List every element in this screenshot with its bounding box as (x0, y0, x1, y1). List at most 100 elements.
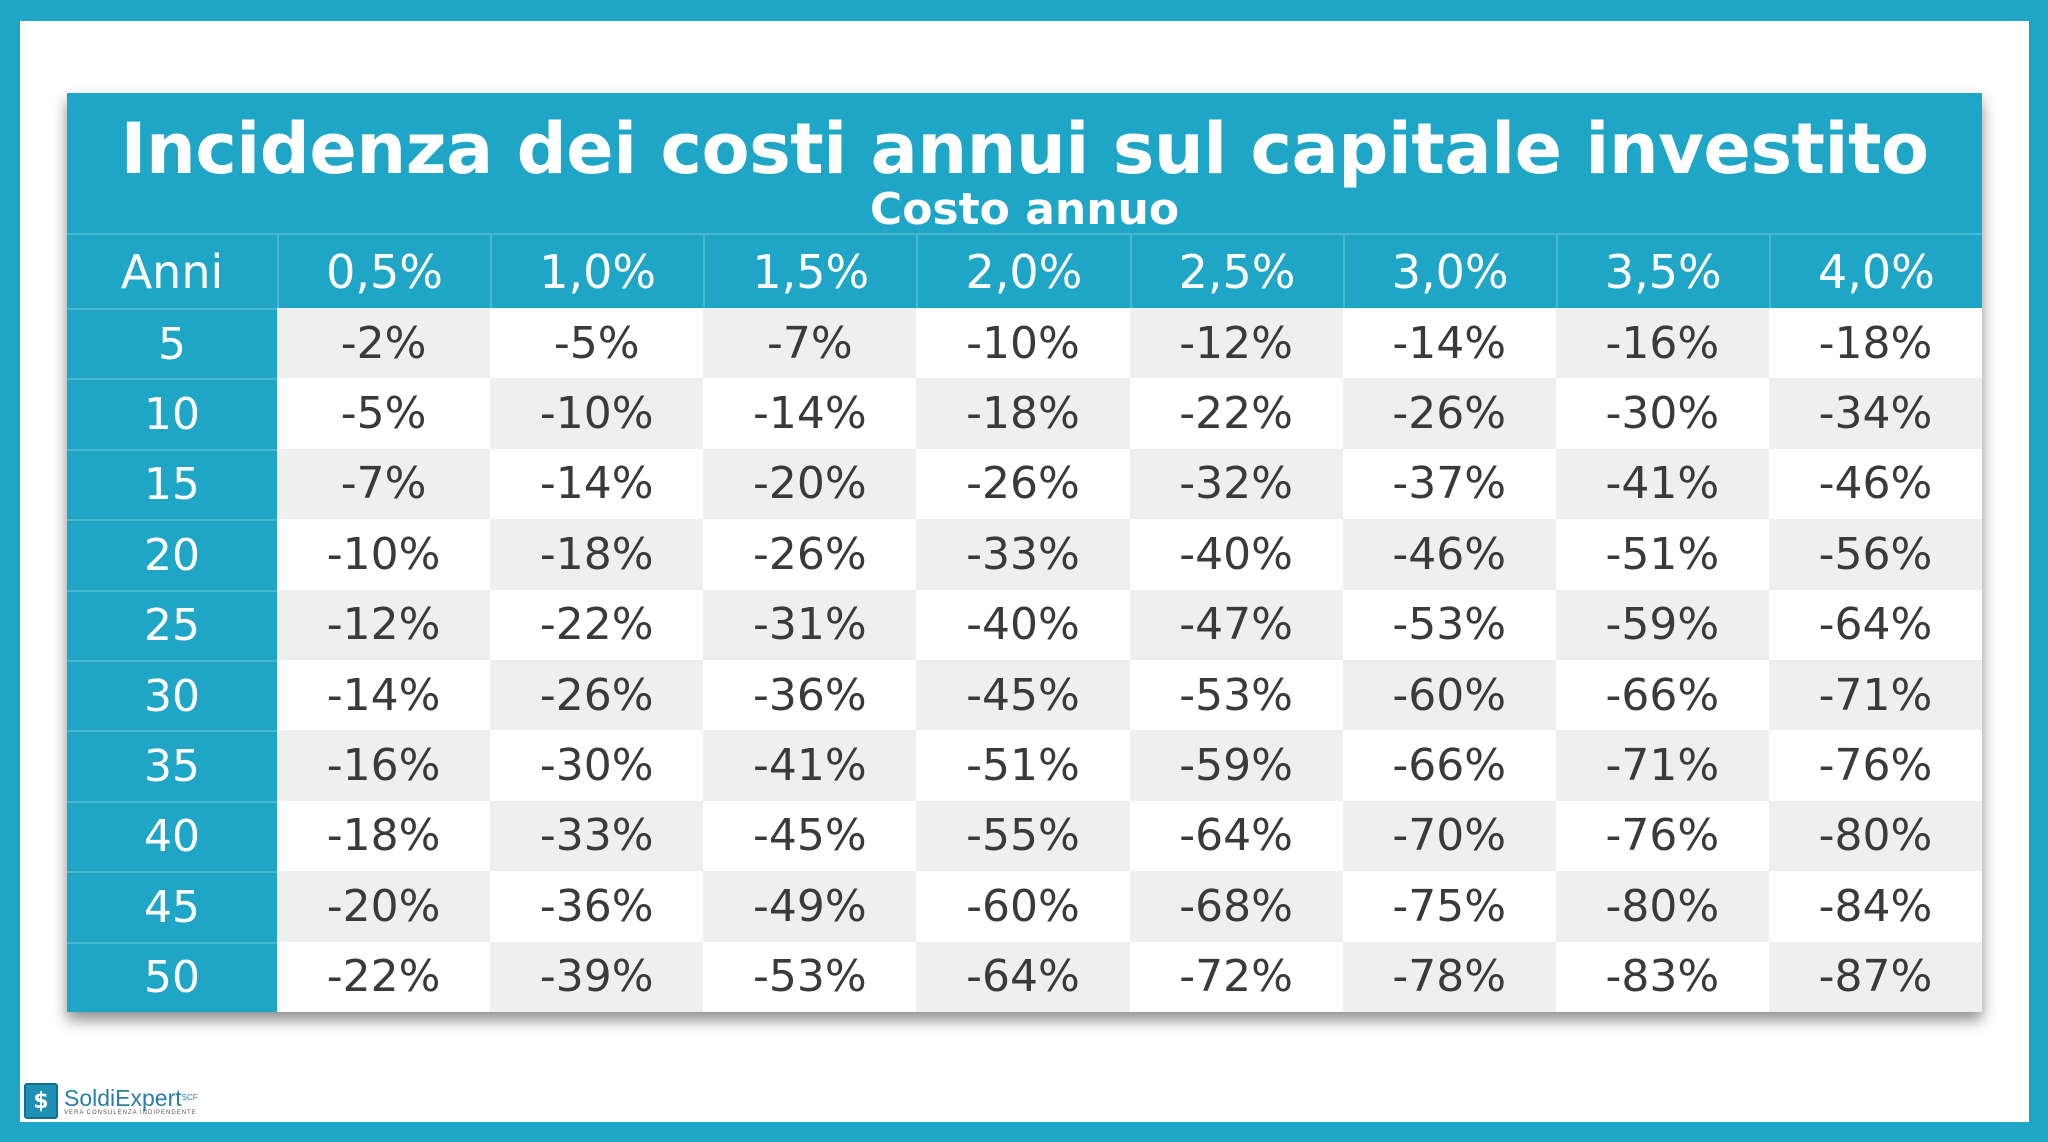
year-cell: 20 (67, 519, 277, 590)
value-cell: -34% (1768, 378, 1982, 449)
value-cell: -71% (1768, 660, 1982, 731)
value-cell: -41% (1555, 448, 1769, 520)
value-cell: -2% (277, 308, 491, 379)
value-cell: -51% (916, 730, 1130, 801)
value-cell: -10% (490, 378, 704, 449)
value-cell: -39% (490, 941, 704, 1012)
value-cell: -64% (916, 941, 1130, 1012)
value-cell: -64% (1129, 800, 1343, 872)
value-cell: -40% (916, 589, 1130, 660)
value-cell: -53% (1129, 660, 1343, 731)
year-cell: 5 (67, 308, 277, 379)
table-row: 35 -16% -30% -41% -51% -59% -66% -71% -76% (67, 730, 1982, 801)
value-cell: -7% (703, 308, 917, 379)
value-cell: -26% (1342, 378, 1556, 449)
value-cell: -14% (277, 660, 491, 731)
value-cell: -30% (490, 730, 704, 801)
value-cell: -71% (1555, 730, 1769, 801)
table-grid: Anni 0,5% 1,0% 1,5% 2,0% 2,5% 3,0% 3,5% 4,0% 5 -2%… (67, 233, 1982, 1012)
value-cell: -68% (1129, 871, 1343, 942)
year-cell: 35 (67, 730, 277, 801)
value-cell: -22% (490, 589, 704, 660)
value-cell: -55% (916, 800, 1130, 872)
value-cell: -26% (490, 660, 704, 731)
header-row: Anni 0,5% 1,0% 1,5% 2,0% 2,5% 3,0% 3,5% 4,0% (67, 233, 1982, 308)
table-title: Incidenza dei costi annui sul capitale i… (120, 108, 1929, 190)
dollar-icon: $ (24, 1083, 58, 1119)
value-cell: -60% (1342, 660, 1556, 731)
value-cell: -5% (277, 378, 491, 449)
year-cell: 10 (67, 378, 277, 449)
value-cell: -32% (1129, 448, 1343, 520)
header-cell-anni: Anni (67, 233, 277, 308)
value-cell: -22% (277, 941, 491, 1012)
value-cell: -49% (703, 871, 917, 942)
value-cell: -70% (1342, 800, 1556, 872)
value-cell: -64% (1768, 589, 1982, 660)
value-cell: -59% (1129, 730, 1343, 801)
value-cell: -22% (1129, 378, 1343, 449)
table-row: 15 -7% -14% -20% -26% -32% -37% -41% -46% (67, 448, 1982, 520)
value-cell: -76% (1768, 730, 1982, 801)
table-row: 20 -10% -18% -26% -33% -40% -46% -51% -56% (67, 519, 1982, 590)
value-cell: -80% (1768, 800, 1982, 872)
value-cell: -26% (703, 519, 917, 590)
header-cell: 4,0% (1768, 233, 1982, 308)
logo-name: SoldiExpertSCF (64, 1086, 198, 1110)
table-row: 30 -14% -26% -36% -45% -53% -60% -66% -71% (67, 660, 1982, 731)
logo-superscript: SCF (181, 1093, 198, 1102)
year-cell: 25 (67, 589, 277, 660)
value-cell: -16% (1555, 308, 1769, 379)
value-cell: -10% (916, 308, 1130, 379)
value-cell: -18% (277, 800, 491, 872)
value-cell: -40% (1129, 519, 1343, 590)
value-cell: -12% (277, 589, 491, 660)
value-cell: -33% (490, 800, 704, 872)
table-row: 40 -18% -33% -45% -55% -64% -70% -76% -80% (67, 800, 1982, 872)
value-cell: -72% (1129, 941, 1343, 1012)
header-cell: 3,0% (1342, 233, 1556, 308)
logo-name-text: SoldiExpert (64, 1085, 182, 1111)
year-cell: 30 (67, 660, 277, 731)
value-cell: -45% (916, 660, 1130, 731)
slide-canvas: Incidenza dei costi annui sul capitale i… (20, 21, 2029, 1122)
value-cell: -36% (703, 660, 917, 731)
value-cell: -20% (277, 871, 491, 942)
value-cell: -18% (916, 378, 1130, 449)
value-cell: -18% (490, 519, 704, 590)
soldiexpert-logo: $ SoldiExpertSCF VERA CONSULENZA INDIPEN… (24, 1081, 198, 1121)
table-row: 50 -22% -39% -53% -64% -72% -78% -83% -87% (67, 941, 1982, 1012)
value-cell: -5% (490, 308, 704, 379)
logo-tagline: VERA CONSULENZA INDIPENDENTE (64, 1110, 197, 1116)
table-row: 5 -2% -5% -7% -10% -12% -14% -16% -18% (67, 308, 1982, 379)
year-cell: 50 (67, 941, 277, 1012)
value-cell: -75% (1342, 871, 1556, 942)
value-cell: -87% (1768, 941, 1982, 1012)
header-cell: 0,5% (277, 233, 491, 308)
year-cell: 15 (67, 448, 277, 520)
value-cell: -59% (1555, 589, 1769, 660)
value-cell: -20% (703, 448, 917, 520)
header-cell: 1,5% (703, 233, 917, 308)
value-cell: -76% (1555, 800, 1769, 872)
table-row: 25 -12% -22% -31% -40% -47% -53% -59% -64% (67, 589, 1982, 660)
value-cell: -78% (1342, 941, 1556, 1012)
value-cell: -16% (277, 730, 491, 801)
value-cell: -30% (1555, 378, 1769, 449)
value-cell: -83% (1555, 941, 1769, 1012)
value-cell: -56% (1768, 519, 1982, 590)
value-cell: -66% (1555, 660, 1769, 731)
value-cell: -51% (1555, 519, 1769, 590)
logo-text: SoldiExpertSCF VERA CONSULENZA INDIPENDE… (64, 1086, 198, 1116)
year-cell: 40 (67, 800, 277, 872)
cost-table: Incidenza dei costi annui sul capitale i… (67, 93, 1982, 1012)
value-cell: -46% (1342, 519, 1556, 590)
title-bar: Incidenza dei costi annui sul capitale i… (67, 93, 1982, 235)
value-cell: -10% (277, 519, 491, 590)
table-subtitle: Costo annuo (869, 184, 1180, 235)
value-cell: -37% (1342, 448, 1556, 520)
value-cell: -46% (1768, 448, 1982, 520)
value-cell: -33% (916, 519, 1130, 590)
table-row: 10 -5% -10% -14% -18% -22% -26% -30% -34% (67, 378, 1982, 449)
value-cell: -14% (1342, 308, 1556, 379)
